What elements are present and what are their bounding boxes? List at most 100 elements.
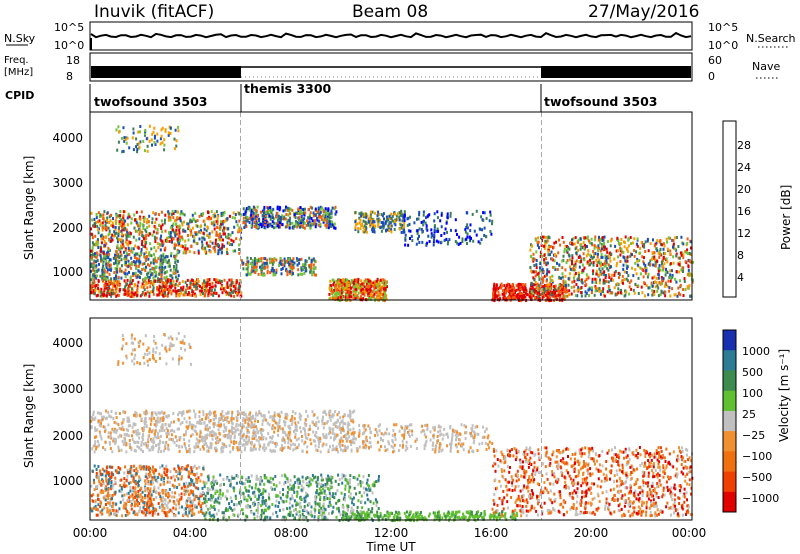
power-cell-4203 bbox=[648, 286, 651, 290]
power-cell-1072 bbox=[161, 223, 164, 227]
power-cell-2115 bbox=[269, 261, 271, 265]
power-cell-1782 bbox=[266, 211, 269, 215]
power-cell-1937 bbox=[255, 225, 258, 229]
power-cell-1164 bbox=[238, 243, 241, 247]
power-cell-1504 bbox=[167, 235, 170, 239]
power-cell-1911 bbox=[304, 207, 306, 211]
velocity-cell-600 bbox=[132, 476, 135, 480]
power-cell-1702 bbox=[287, 213, 290, 217]
power-cell-2022 bbox=[246, 260, 249, 264]
velocity-cell-608 bbox=[191, 504, 194, 508]
power-cell-1899 bbox=[322, 218, 325, 222]
power-cell-1907 bbox=[271, 224, 274, 228]
power-cell-1325 bbox=[218, 236, 221, 240]
power-cbar-tick-4: 4 bbox=[737, 271, 744, 284]
power-cell-4055 bbox=[626, 255, 629, 259]
power-cell-2195 bbox=[266, 269, 269, 273]
power-cell-1865 bbox=[302, 221, 305, 225]
power-cell-1406 bbox=[120, 234, 123, 238]
power-cell-2275 bbox=[357, 296, 360, 300]
power-cell-3508 bbox=[651, 293, 654, 297]
power-cell-1254 bbox=[208, 215, 210, 219]
power-cell-3848 bbox=[659, 239, 662, 242]
power-cell-1364 bbox=[101, 225, 104, 229]
power-cell-3943 bbox=[667, 279, 670, 283]
power-cell-2861 bbox=[461, 240, 464, 243]
power-cell-644 bbox=[91, 257, 93, 261]
power-cell-1234 bbox=[107, 233, 110, 237]
power-cell-4232 bbox=[665, 267, 667, 271]
power-cell-112 bbox=[115, 294, 118, 298]
power-cell-448 bbox=[186, 293, 189, 297]
power-cell-1817 bbox=[270, 211, 273, 215]
power-cell-984 bbox=[110, 224, 113, 227]
power-cell-764 bbox=[150, 254, 153, 258]
power-cell-3555 bbox=[557, 289, 560, 293]
power-cell-797 bbox=[160, 270, 163, 274]
power-cell-1601 bbox=[316, 218, 319, 222]
power-cell-2589 bbox=[373, 292, 376, 296]
power-cell-2816 bbox=[372, 219, 375, 223]
power-cell-239 bbox=[203, 293, 206, 297]
nsky-tick-bottom: 10^0 bbox=[54, 39, 84, 52]
power-cell-1116 bbox=[204, 246, 206, 250]
power-cell-4305 bbox=[175, 139, 178, 143]
power-cell-1463 bbox=[145, 234, 148, 238]
power-cell-2872 bbox=[430, 228, 433, 232]
power-cell-2160 bbox=[292, 272, 294, 276]
power-cell-641 bbox=[93, 254, 96, 258]
power-cell-1884 bbox=[276, 218, 279, 222]
power-cell-2474 bbox=[384, 292, 387, 296]
power-cell-3108 bbox=[503, 284, 506, 288]
power-cell-2063 bbox=[309, 268, 312, 272]
power-cell-4147 bbox=[530, 243, 532, 247]
power-cell-315 bbox=[147, 281, 150, 285]
power-cell-4280 bbox=[167, 133, 170, 137]
power-cell-2899 bbox=[433, 219, 436, 223]
power-cell-2061 bbox=[287, 260, 290, 264]
power-cell-3816 bbox=[610, 277, 613, 281]
velocity-cell-403 bbox=[134, 490, 137, 494]
power-cell-1544 bbox=[179, 216, 182, 220]
power-cell-1894 bbox=[331, 223, 334, 227]
power-cell-1032 bbox=[94, 234, 97, 238]
power-cell-1180 bbox=[238, 226, 241, 230]
power-cell-590 bbox=[101, 272, 104, 276]
power-cell-3808 bbox=[538, 246, 540, 250]
power-cell-3578 bbox=[594, 235, 597, 239]
power-cell-332 bbox=[187, 291, 190, 295]
power-cell-3174 bbox=[529, 287, 532, 291]
power-cell-2514 bbox=[341, 295, 344, 299]
power-cell-2562 bbox=[335, 279, 338, 283]
power-cell-2370 bbox=[360, 279, 363, 283]
power-cell-3985 bbox=[609, 251, 612, 255]
power-cell-2917 bbox=[470, 236, 472, 240]
power-cell-1922 bbox=[264, 217, 267, 221]
power-cell-3548 bbox=[573, 279, 576, 283]
velocity-cell-346 bbox=[188, 475, 191, 479]
power-cell-1515 bbox=[97, 220, 100, 224]
power-cell-3829 bbox=[683, 280, 686, 283]
power-cell-940 bbox=[151, 233, 154, 237]
power-cell-1380 bbox=[90, 249, 93, 253]
power-cell-632 bbox=[134, 271, 137, 275]
power-cell-1262 bbox=[118, 216, 121, 220]
power-cell-3323 bbox=[512, 290, 515, 294]
power-cell-3426 bbox=[561, 275, 564, 279]
power-cell-2773 bbox=[374, 224, 376, 228]
velocity-cell-258 bbox=[162, 504, 165, 508]
power-cell-3684 bbox=[672, 245, 674, 249]
power-cell-692 bbox=[149, 261, 152, 265]
power-cell-3589 bbox=[535, 250, 538, 254]
power-cell-2779 bbox=[389, 224, 392, 228]
velocity-cell-180 bbox=[172, 506, 175, 510]
power-cell-255 bbox=[142, 291, 145, 295]
power-cell-1143 bbox=[96, 224, 99, 228]
power-cell-752 bbox=[135, 259, 138, 263]
power-cell-1159 bbox=[213, 245, 216, 249]
power-cell-1904 bbox=[300, 221, 303, 225]
power-cell-3954 bbox=[533, 264, 536, 267]
velocity-cell-580 bbox=[138, 477, 141, 481]
power-cell-1397 bbox=[144, 245, 147, 249]
power-cell-1723 bbox=[289, 212, 292, 216]
